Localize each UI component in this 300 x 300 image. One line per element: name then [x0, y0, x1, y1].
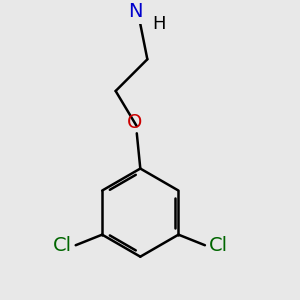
Text: H: H [153, 15, 166, 33]
Text: Cl: Cl [53, 236, 72, 255]
Text: Cl: Cl [208, 236, 228, 255]
Text: N: N [128, 2, 142, 21]
Text: O: O [127, 112, 143, 131]
